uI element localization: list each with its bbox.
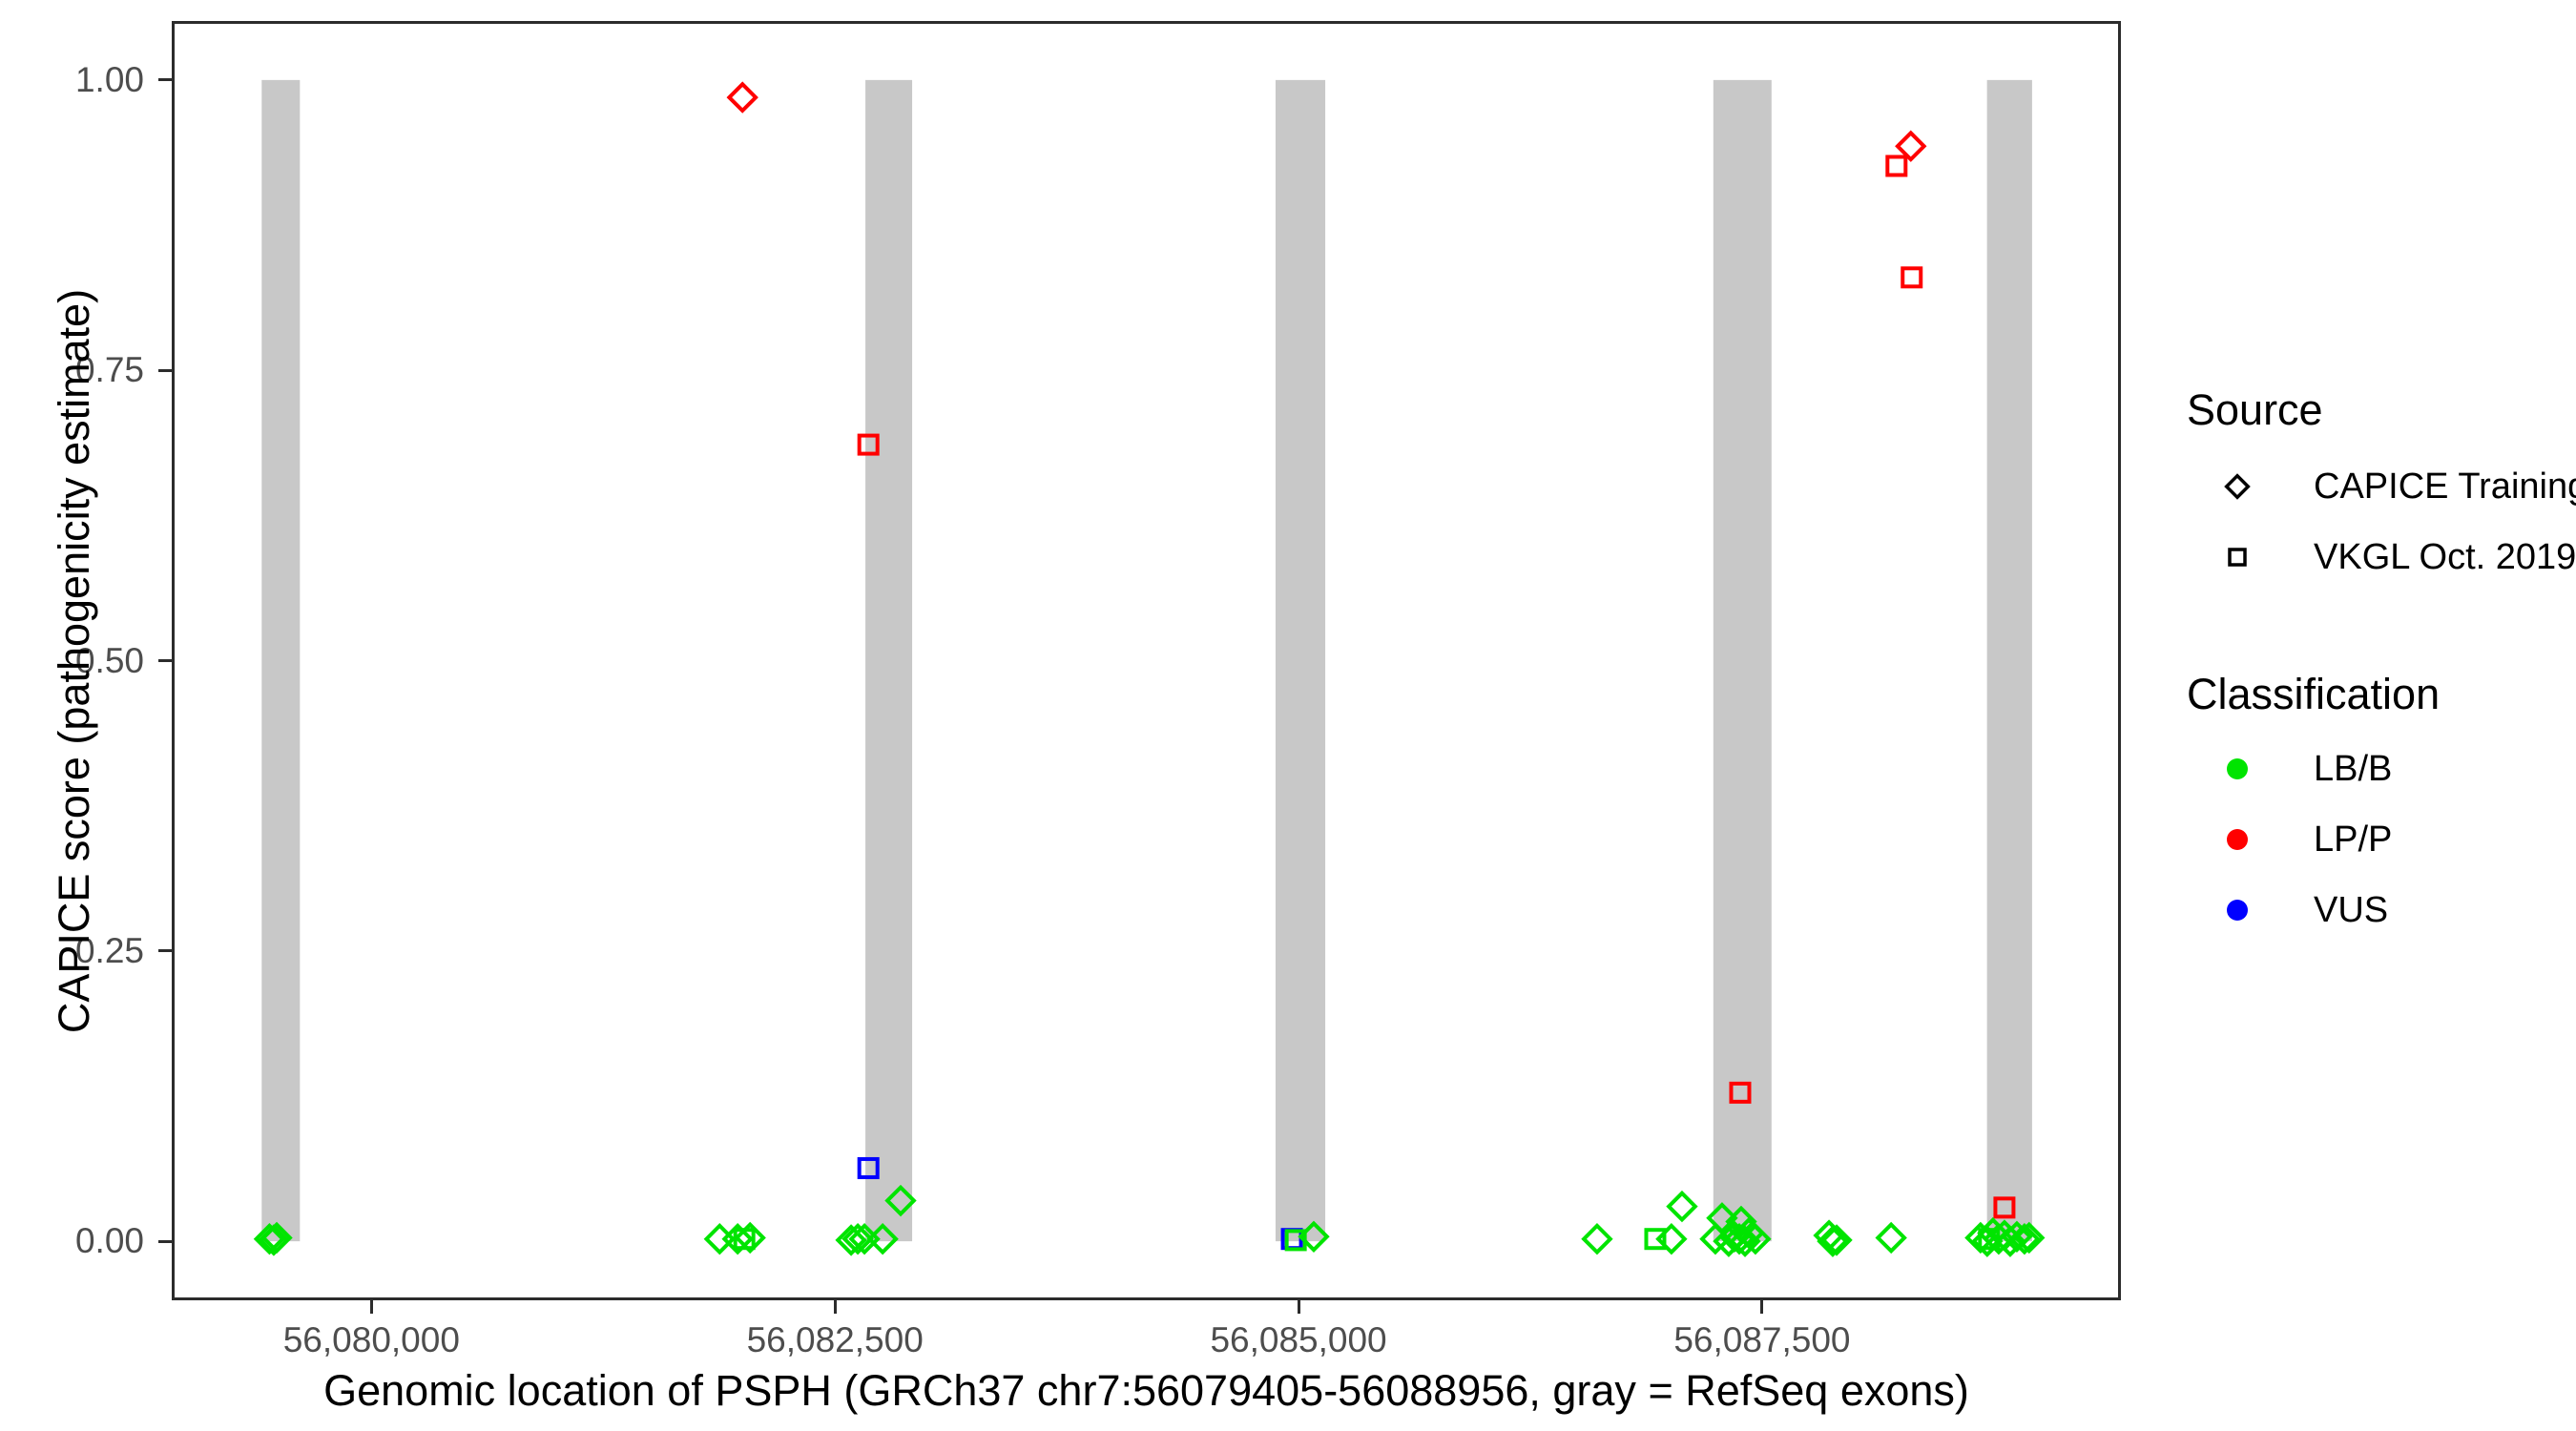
x-tick-mark — [369, 1300, 373, 1314]
data-point-diamond — [2013, 1221, 2046, 1255]
data-point-square — [1993, 1196, 2016, 1219]
data-point-diamond — [1581, 1223, 1613, 1255]
refseq-exon-bar — [1986, 79, 2032, 1242]
data-point-diamond — [734, 1221, 766, 1255]
x-tick-label: 56,085,000 — [1210, 1320, 1387, 1359]
legend-label: VKGL Oct. 2019 — [2314, 536, 2576, 577]
refseq-exon-bar — [865, 79, 913, 1242]
diamond-legend-key-icon — [2224, 473, 2251, 500]
x-tick-label: 56,082,500 — [746, 1320, 924, 1359]
legend-key — [2209, 458, 2266, 515]
data-point-diamond — [848, 1223, 881, 1255]
y-tick-label: 1.00 — [74, 59, 144, 99]
legend-source-title: Source — [2187, 385, 2323, 434]
refseq-exon-bar — [261, 79, 301, 1242]
x-tick-mark — [1760, 1300, 1764, 1314]
legend-label: CAPICE Training — [2314, 466, 2576, 507]
y-tick-mark — [158, 78, 172, 82]
y-tick-label: 0.50 — [74, 640, 144, 680]
data-point-diamond — [1817, 1225, 1849, 1257]
data-point-diamond — [1739, 1223, 1772, 1255]
plot-panel-border — [172, 21, 2121, 1300]
data-point-diamond — [841, 1223, 874, 1255]
data-point-square — [1644, 1228, 1667, 1251]
refseq-exon-bar — [1275, 79, 1326, 1242]
data-point-diamond — [726, 81, 758, 114]
y-tick-mark — [158, 659, 172, 662]
circle-legend-key-icon — [2227, 829, 2248, 850]
data-point-diamond — [1655, 1223, 1688, 1255]
legend-key — [2209, 881, 2266, 939]
legend-key — [2209, 811, 2266, 868]
data-point-square — [857, 1156, 880, 1179]
data-point-diamond — [260, 1221, 293, 1255]
legend-label: VUS — [2314, 889, 2389, 930]
y-tick-mark — [158, 368, 172, 372]
y-tick-label: 0.75 — [74, 350, 144, 390]
legend-label: LP/P — [2314, 819, 2393, 860]
data-point-diamond — [1820, 1224, 1853, 1256]
data-point-diamond — [1895, 130, 1927, 162]
circle-legend-key-icon — [2227, 900, 2248, 921]
square-legend-key-icon — [2228, 548, 2247, 567]
x-tick-label: 56,080,000 — [282, 1320, 460, 1359]
data-point-diamond — [1666, 1190, 1698, 1223]
data-point-diamond — [253, 1223, 286, 1255]
data-point-diamond — [1875, 1221, 1907, 1255]
data-point-diamond — [884, 1184, 917, 1217]
x-tick-mark — [1297, 1300, 1300, 1314]
data-point-diamond — [866, 1223, 899, 1255]
data-point-square — [1901, 266, 1923, 289]
legend-label: LB/B — [2314, 748, 2393, 789]
y-axis-title: CAPICE score (pathogenicity estimate) — [50, 288, 98, 1033]
x-tick-label: 56,087,500 — [1673, 1320, 1851, 1359]
legend-key — [2209, 529, 2266, 586]
refseq-exon-bar — [1713, 79, 1772, 1242]
circle-legend-key-icon — [2227, 758, 2248, 779]
legend-key — [2209, 740, 2266, 798]
y-tick-mark — [158, 1239, 172, 1243]
x-tick-mark — [833, 1300, 837, 1314]
data-point-diamond — [2008, 1223, 2041, 1255]
data-point-diamond — [1298, 1220, 1330, 1253]
y-tick-label: 0.25 — [74, 930, 144, 970]
x-axis-title: Genomic location of PSPH (GRCh37 chr7:56… — [323, 1366, 1969, 1415]
y-tick-mark — [158, 949, 172, 953]
y-tick-label: 0.00 — [74, 1221, 144, 1261]
data-point-square — [1729, 1081, 1752, 1104]
data-point-diamond — [703, 1223, 737, 1255]
legend-classification-title: Classification — [2187, 670, 2441, 718]
data-point-square — [1885, 155, 1908, 177]
data-point-square — [857, 433, 880, 456]
